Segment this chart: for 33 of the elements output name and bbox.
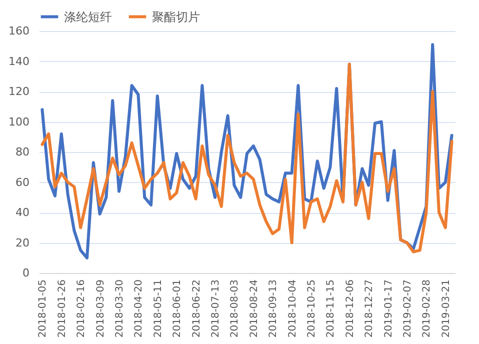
y-tick-label: 80 bbox=[16, 146, 30, 158]
x-tick-label: 2018-03-30 bbox=[114, 280, 126, 338]
x-tick-label: 2018-12-06 bbox=[344, 280, 356, 338]
y-tick-label: 120 bbox=[8, 85, 30, 98]
y-tick-label: 20 bbox=[16, 236, 30, 250]
y-tick-label: 100 bbox=[8, 115, 30, 128]
x-tick-label: 2018-06-22 bbox=[191, 280, 202, 338]
x-tick-label: 2018-08-03 bbox=[230, 280, 241, 338]
x-tick-label: 2019-02-07 bbox=[402, 280, 414, 338]
legend-label: 涤纶短纤 bbox=[64, 10, 112, 24]
x-tick-label: 2018-08-24 bbox=[248, 280, 260, 338]
x-tick-label: 2018-01-26 bbox=[56, 280, 68, 338]
x-tick-label: 2018-10-25 bbox=[306, 280, 318, 338]
y-tick-label: 60 bbox=[16, 176, 30, 189]
y-tick-label: 160 bbox=[8, 24, 30, 38]
x-tick-label: 2018-11-15 bbox=[326, 280, 337, 338]
legend-label: 聚酯切片 bbox=[152, 10, 200, 24]
x-tick-label: 2018-03-09 bbox=[95, 280, 106, 338]
x-tick-label: 2018-05-11 bbox=[152, 280, 164, 338]
x-tick-label: 2018-02-16 bbox=[76, 280, 88, 338]
x-tick-label: 2018-12-27 bbox=[364, 280, 376, 338]
y-tick-label: 40 bbox=[16, 206, 30, 219]
x-tick-label: 2019-02-28 bbox=[422, 280, 433, 338]
x-tick-label: 2019-03-21 bbox=[440, 280, 452, 338]
x-tick-label: 2018-07-13 bbox=[210, 280, 222, 338]
y-tick-label: 0 bbox=[22, 266, 30, 280]
x-tick-label: 2018-01-05 bbox=[38, 280, 49, 338]
y-tick-label: 140 bbox=[8, 54, 30, 68]
x-tick-label: 2018-10-04 bbox=[287, 280, 298, 338]
x-tick-label: 2019-01-17 bbox=[383, 280, 394, 338]
x-tick-label: 2018-04-20 bbox=[134, 280, 145, 338]
x-tick-label: 2018-09-13 bbox=[268, 280, 280, 338]
x-tick-label: 2018-06-01 bbox=[172, 280, 184, 338]
